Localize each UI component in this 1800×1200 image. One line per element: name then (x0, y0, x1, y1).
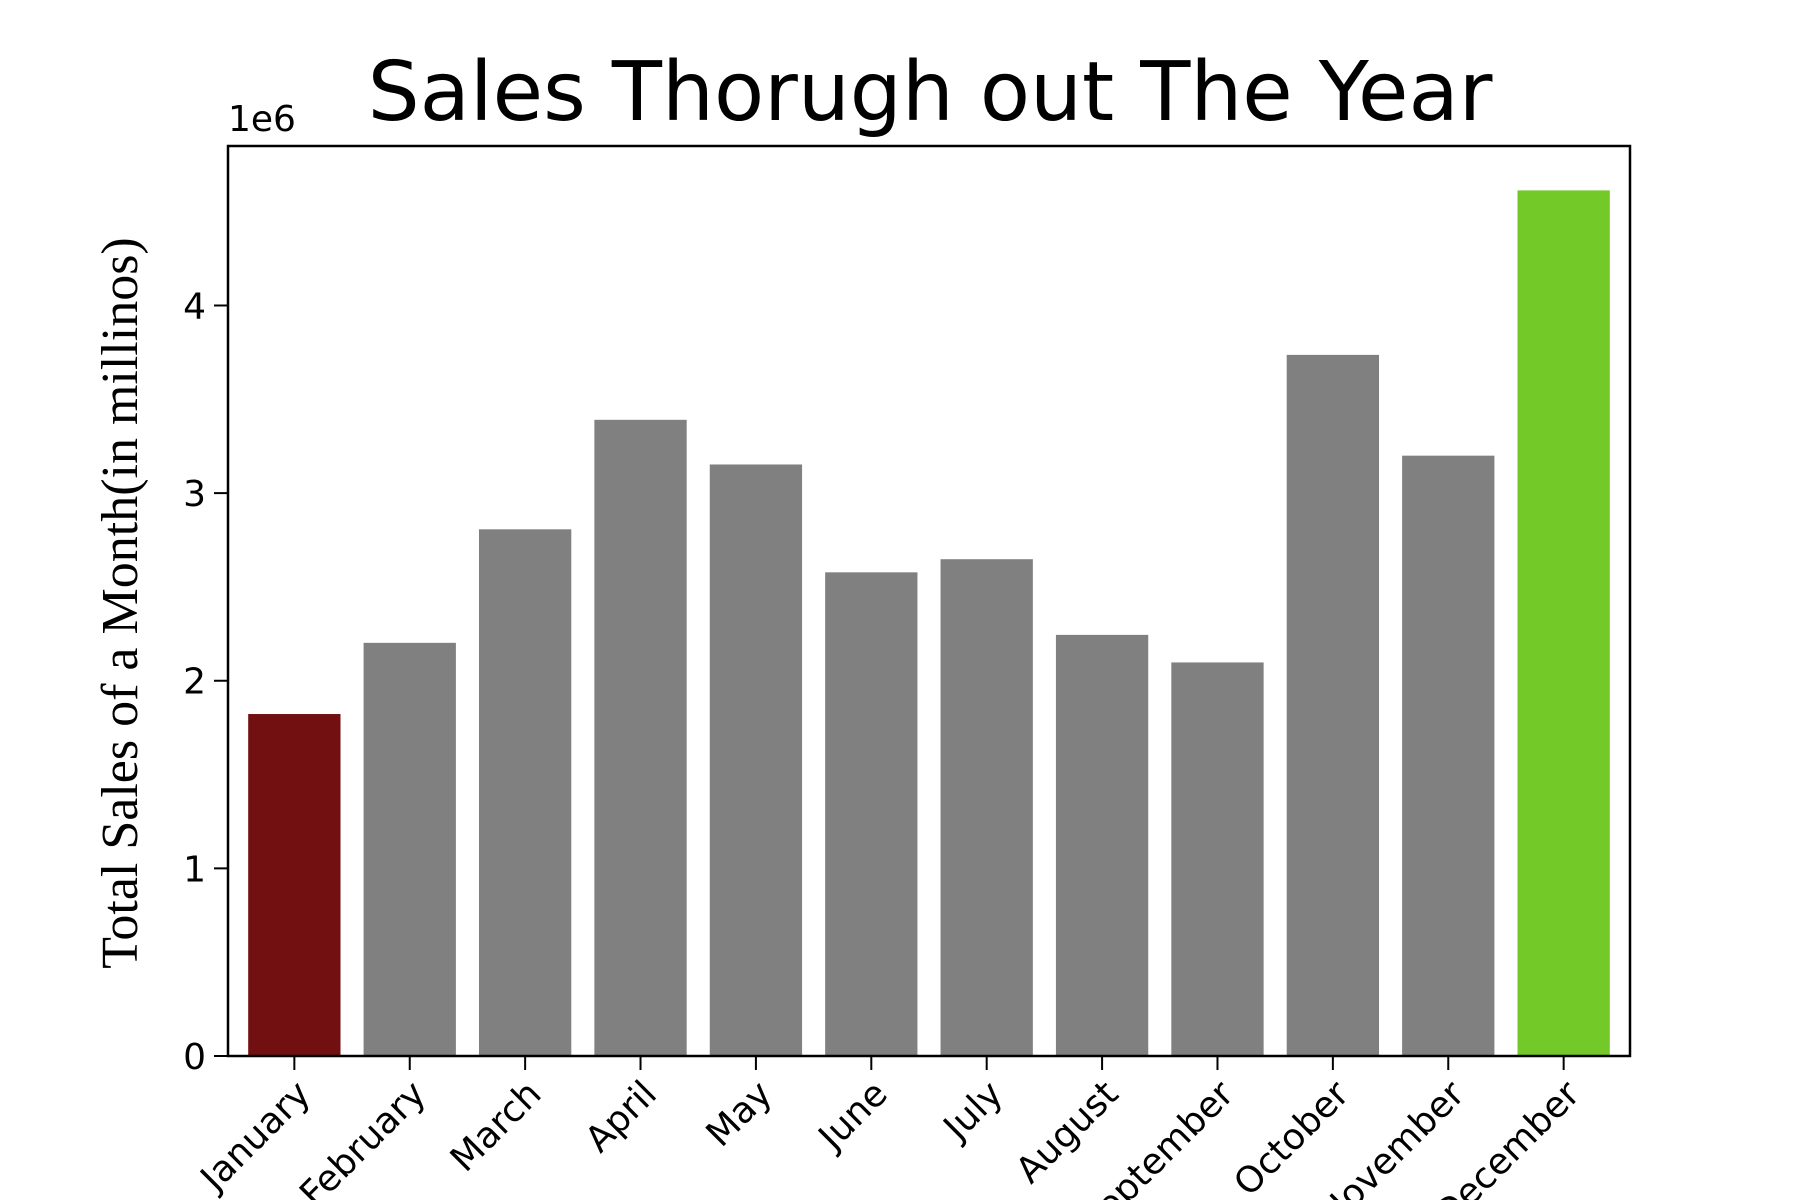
x-tick-label-may: May (699, 1073, 781, 1155)
bar-june (825, 572, 918, 1056)
x-tick-label-february: February (292, 1073, 434, 1200)
bar-may (709, 464, 803, 1056)
y-tick-label-2: 2 (183, 662, 206, 703)
bar-september (1171, 662, 1264, 1056)
bar-november (1402, 455, 1495, 1056)
bar-february (363, 642, 456, 1056)
x-tick-label-april: April (578, 1073, 665, 1160)
x-tick-label-march: March (443, 1073, 550, 1180)
x-tick-label-july: July (935, 1073, 1011, 1149)
x-tick-label-august: August (1008, 1073, 1126, 1191)
bar-april (594, 419, 687, 1056)
y-tick-label-4: 4 (183, 286, 206, 327)
bar-january (248, 714, 341, 1056)
bar-august (1055, 634, 1149, 1056)
y-axis-offset-label: 1e6 (228, 99, 296, 140)
y-tick-label-1: 1 (183, 849, 206, 890)
y-tick-label-0: 0 (183, 1037, 206, 1078)
y-ticks-group: 0 1 2 3 4 (183, 286, 228, 1078)
chart-title: Sales Thorugh out The Year (368, 45, 1493, 140)
bar-october (1286, 354, 1380, 1056)
y-tick-label-3: 3 (183, 474, 206, 515)
bar-march (478, 529, 572, 1056)
bar-july (940, 559, 1033, 1056)
y-axis-label: Total Sales of a Month(in millinos) (92, 237, 149, 969)
plot-frame (226, 144, 1632, 1058)
bars-group (248, 190, 1610, 1057)
bar-december (1517, 190, 1610, 1057)
x-tick-label-june: June (810, 1073, 896, 1159)
